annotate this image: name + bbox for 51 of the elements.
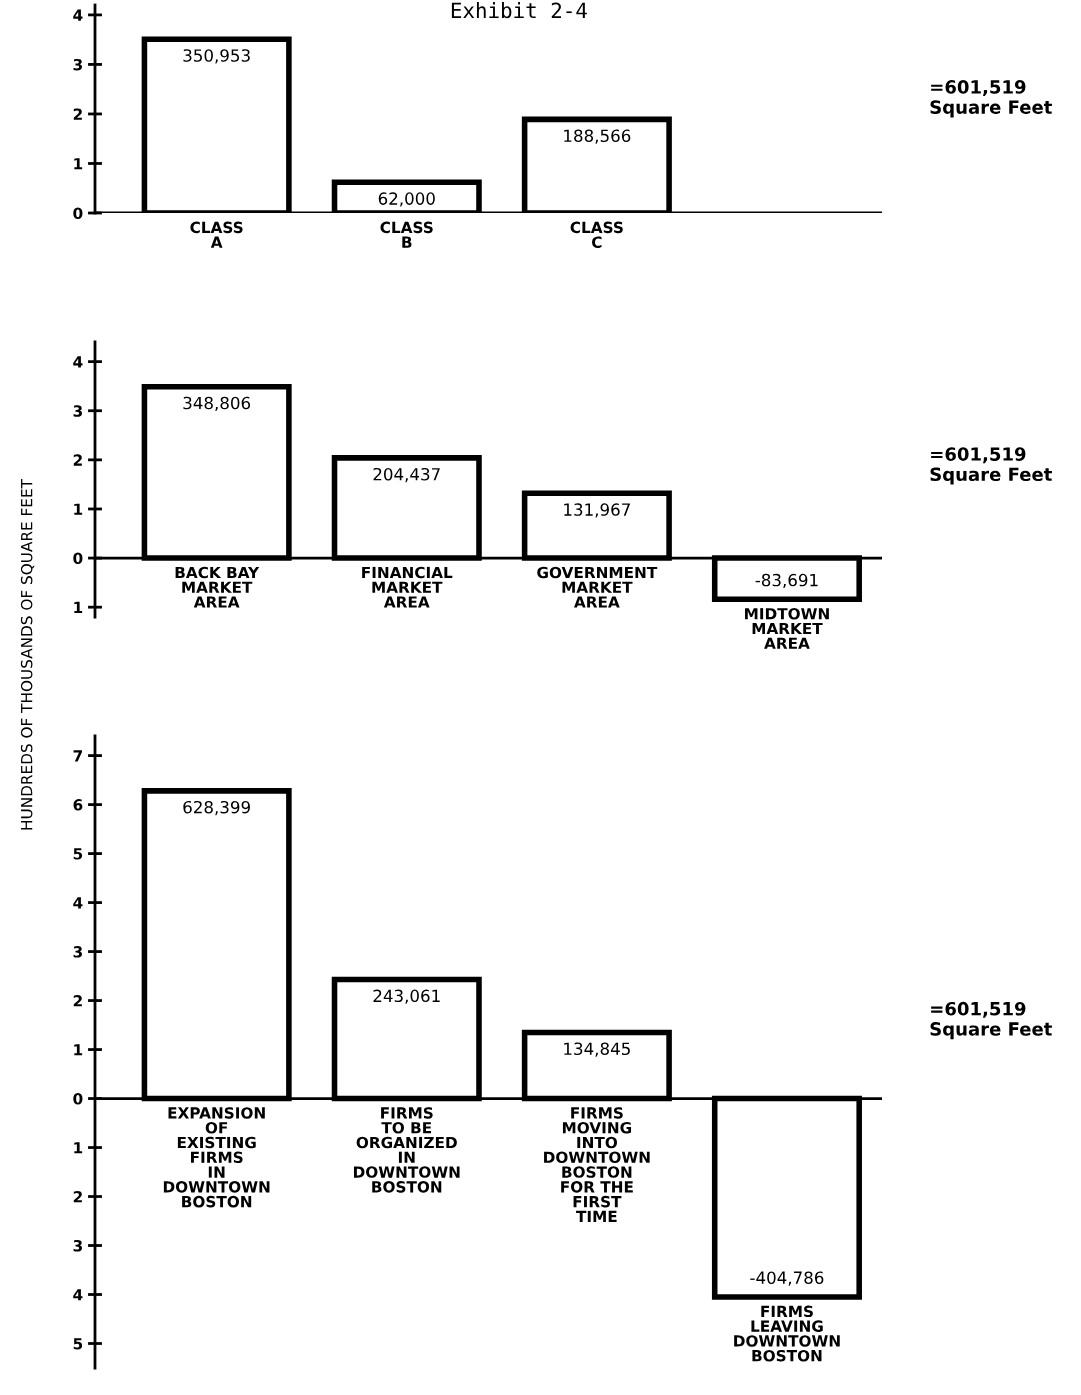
annotation: 62,000 [378, 192, 435, 207]
annotation: 628,399 [183, 800, 250, 816]
text: =601,519 Square Feet [930, 447, 1052, 485]
annotation: 348,806 [183, 396, 251, 412]
y-axis-title: HUNDREDS OF THOUSANDS OF SQUARE FEET [20, 479, 35, 830]
y-tick-label: 3 [73, 946, 82, 958]
y-tick-label: 5 [73, 848, 83, 860]
x-tick-label: BACK BAY MARKET AREA [175, 566, 260, 608]
x-tick-label: EXPANSION OF EXISTING FIRMS IN DOWNTOWN BOSTON [163, 1107, 270, 1208]
y-tick-label: 1 [74, 158, 83, 170]
y-tick-label: 0 [73, 207, 83, 220]
x-tick-label: GOVERNMENT MARKET AREA [537, 566, 658, 608]
y-tick-label: 2 [73, 454, 82, 466]
annotation: -83,691 [755, 573, 818, 589]
text: =601,519 Square Feet [930, 80, 1052, 118]
y-tick-label: 1 [74, 1044, 83, 1056]
y-tick-label: 5 [73, 1338, 83, 1350]
chart-title: Exhibit 2-4 [451, 2, 587, 19]
y-tick-label: 3 [73, 1239, 82, 1252]
y-tick-label: 0 [73, 552, 83, 565]
y-tick-label: 2 [73, 995, 82, 1007]
x-tick-label: CLASS C [570, 221, 623, 248]
y-tick-label: 0 [73, 1093, 83, 1105]
x-tick-label: FIRMS TO BE ORGANIZED IN DOWNTOWN BOSTON [353, 1107, 460, 1193]
x-tick-label: MIDTOWN MARKET AREA [745, 607, 829, 649]
annotation: 350,953 [183, 49, 250, 64]
x-tick-label: CLASS B [380, 221, 433, 248]
y-tick-label: 4 [73, 897, 83, 909]
x-tick-label: CLASS A [190, 221, 243, 248]
x-tick-label: FIRMS MOVING INTO DOWNTOWN BOSTON FOR THE FIRST TIME [544, 1107, 650, 1222]
y-tick-label: 4 [73, 9, 83, 21]
y-tick-label: 3 [73, 405, 82, 417]
annotation: 188,566 [564, 129, 631, 144]
x-tick-label: FIRMS LEAVING DOWNTOWN BOSTON [734, 1305, 840, 1362]
y-tick-label: 2 [73, 108, 82, 120]
y-tick-label: 1 [74, 503, 83, 515]
y-tick-label: 6 [73, 799, 83, 811]
annotation: 134,845 [564, 1042, 630, 1057]
annotation: 131,967 [564, 503, 630, 518]
y-tick-label: 4 [73, 356, 83, 368]
y-tick-label: 7 [73, 750, 82, 762]
y-tick-label: 4 [73, 1289, 83, 1301]
y-tick-label: 1 [74, 1142, 83, 1154]
y-tick-label: 2 [73, 1190, 82, 1203]
annotation: -404,786 [750, 1271, 824, 1286]
annotation: 204,437 [373, 467, 440, 483]
text: =601,519 Square Feet [930, 1001, 1052, 1040]
x-tick-label: FINANCIAL MARKET AREA [362, 566, 453, 608]
y-tick-label: 3 [73, 58, 82, 71]
annotation: 243,061 [373, 989, 440, 1004]
y-tick-label: 1 [74, 601, 83, 613]
